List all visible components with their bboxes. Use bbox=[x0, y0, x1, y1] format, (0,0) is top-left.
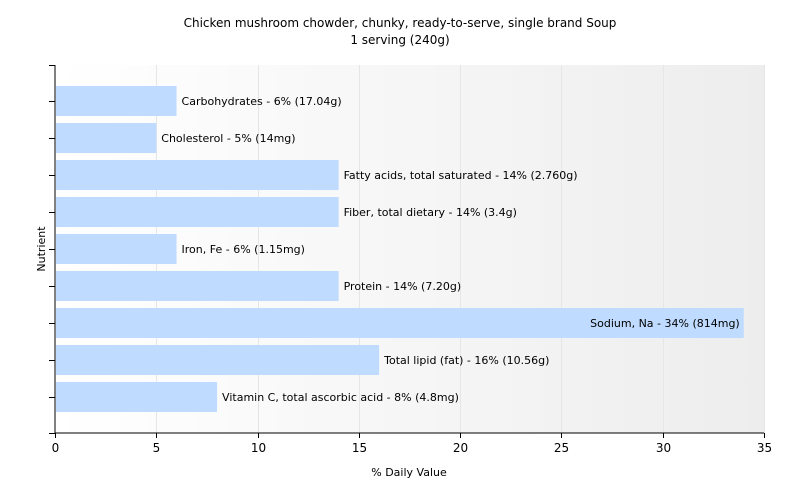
x-ticks: 0 5 10 15 20 25 30 35 bbox=[52, 433, 772, 455]
x-tick-label: 35 bbox=[757, 441, 772, 455]
bar-label: Vitamin C, total ascorbic acid - 8% (4.8… bbox=[222, 391, 459, 404]
bar bbox=[56, 345, 380, 375]
x-tick-label: 15 bbox=[352, 441, 367, 455]
x-axis-title: % Daily Value bbox=[371, 466, 447, 479]
bar-labels: Carbohydrates - 6% (17.04g) Cholesterol -… bbox=[161, 95, 739, 404]
bar-label: Carbohydrates - 6% (17.04g) bbox=[182, 95, 342, 108]
y-ticks bbox=[49, 65, 55, 434]
bar bbox=[56, 123, 157, 153]
x-tick-label: 30 bbox=[656, 441, 671, 455]
chart-title: Chicken mushroom chowder, chunky, ready-… bbox=[184, 16, 617, 30]
x-tick-label: 10 bbox=[251, 441, 266, 455]
bar bbox=[56, 234, 177, 264]
bar bbox=[56, 271, 339, 301]
bar bbox=[56, 197, 339, 227]
bar-label: Sodium, Na - 34% (814mg) bbox=[590, 317, 740, 330]
chart-subtitle: 1 serving (240g) bbox=[350, 33, 449, 47]
x-tick-label: 25 bbox=[554, 441, 569, 455]
y-axis-title: Nutrient bbox=[35, 226, 48, 272]
x-tick-label: 20 bbox=[453, 441, 468, 455]
bar-label: Total lipid (fat) - 16% (10.56g) bbox=[383, 354, 549, 367]
bar-label: Fatty acids, total saturated - 14% (2.76… bbox=[344, 169, 578, 182]
bar bbox=[56, 86, 177, 116]
x-tick-label: 0 bbox=[52, 441, 60, 455]
bar bbox=[56, 308, 744, 338]
bar-label: Iron, Fe - 6% (1.15mg) bbox=[182, 243, 305, 256]
bar bbox=[56, 160, 339, 190]
bar-label: Cholesterol - 5% (14mg) bbox=[161, 132, 295, 145]
x-tick-label: 5 bbox=[153, 441, 161, 455]
bar-label: Protein - 14% (7.20g) bbox=[344, 280, 462, 293]
bar bbox=[56, 382, 218, 412]
bars bbox=[56, 86, 744, 412]
bar-label: Fiber, total dietary - 14% (3.4g) bbox=[344, 206, 517, 219]
grid-lines bbox=[156, 65, 765, 433]
